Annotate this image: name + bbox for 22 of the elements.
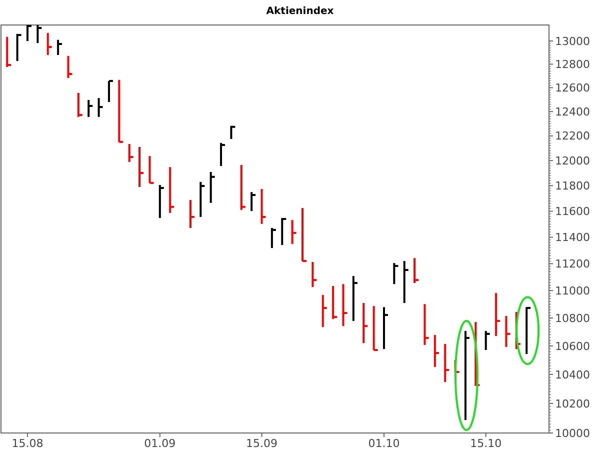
- x-tick-label: 01.10: [368, 437, 400, 450]
- y-tick-label: 12400: [555, 105, 590, 118]
- chart-title: Aktienindex: [266, 6, 334, 17]
- y-tick-label: 12800: [555, 58, 590, 72]
- y-tick-label: 11800: [555, 180, 590, 193]
- y-tick-label: 10200: [555, 397, 590, 410]
- y-tick-label: 11200: [555, 258, 590, 271]
- y-tick-label: 11400: [555, 231, 590, 244]
- x-tick-label: 15.08: [12, 437, 44, 450]
- y-tick-label: 10600: [555, 340, 590, 353]
- x-tick-label: 15.10: [470, 437, 502, 450]
- y-tick-label: 12200: [555, 130, 590, 143]
- y-tick-label: 11000: [555, 284, 590, 298]
- y-tick-label: 13000: [555, 34, 590, 48]
- y-tick-label: 10000: [555, 426, 590, 440]
- y-tick-label: 12600: [555, 82, 590, 95]
- x-tick-label: 15.09: [246, 437, 278, 450]
- y-tick-label: 12000: [555, 154, 590, 168]
- y-tick-label: 10800: [555, 312, 590, 325]
- x-tick-label: 01.09: [144, 437, 176, 450]
- y-tick-label: 11600: [555, 205, 590, 218]
- y-tick-label: 10400: [555, 368, 590, 382]
